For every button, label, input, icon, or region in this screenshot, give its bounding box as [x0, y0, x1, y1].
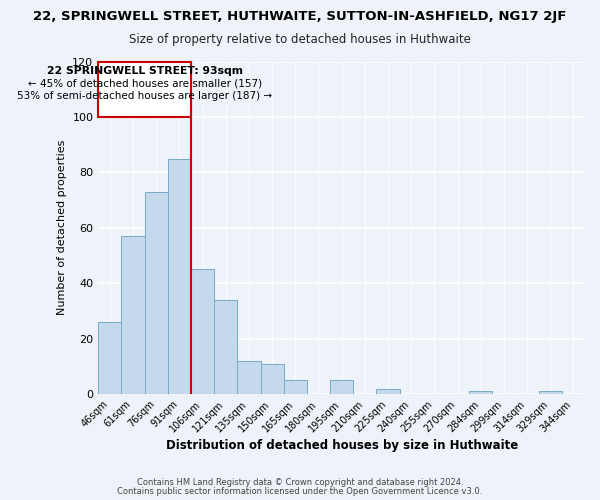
Bar [260, 364, 284, 394]
Bar [98, 322, 121, 394]
Bar [376, 388, 400, 394]
Bar [168, 158, 191, 394]
Bar [284, 380, 307, 394]
Bar [145, 192, 168, 394]
Bar [469, 392, 492, 394]
Text: Contains public sector information licensed under the Open Government Licence v3: Contains public sector information licen… [118, 487, 482, 496]
Bar [539, 392, 562, 394]
Bar [121, 236, 145, 394]
Text: 22 SPRINGWELL STREET: 93sqm: 22 SPRINGWELL STREET: 93sqm [47, 66, 242, 76]
Text: Size of property relative to detached houses in Huthwaite: Size of property relative to detached ho… [129, 32, 471, 46]
FancyBboxPatch shape [98, 62, 191, 117]
Text: 53% of semi-detached houses are larger (187) →: 53% of semi-detached houses are larger (… [17, 90, 272, 101]
Bar [214, 300, 238, 394]
Text: ← 45% of detached houses are smaller (157): ← 45% of detached houses are smaller (15… [28, 78, 262, 88]
Text: 22, SPRINGWELL STREET, HUTHWAITE, SUTTON-IN-ASHFIELD, NG17 2JF: 22, SPRINGWELL STREET, HUTHWAITE, SUTTON… [34, 10, 566, 23]
Bar [238, 361, 260, 394]
Text: Contains HM Land Registry data © Crown copyright and database right 2024.: Contains HM Land Registry data © Crown c… [137, 478, 463, 487]
Bar [191, 270, 214, 394]
Bar [330, 380, 353, 394]
X-axis label: Distribution of detached houses by size in Huthwaite: Distribution of detached houses by size … [166, 440, 518, 452]
Y-axis label: Number of detached properties: Number of detached properties [57, 140, 67, 316]
